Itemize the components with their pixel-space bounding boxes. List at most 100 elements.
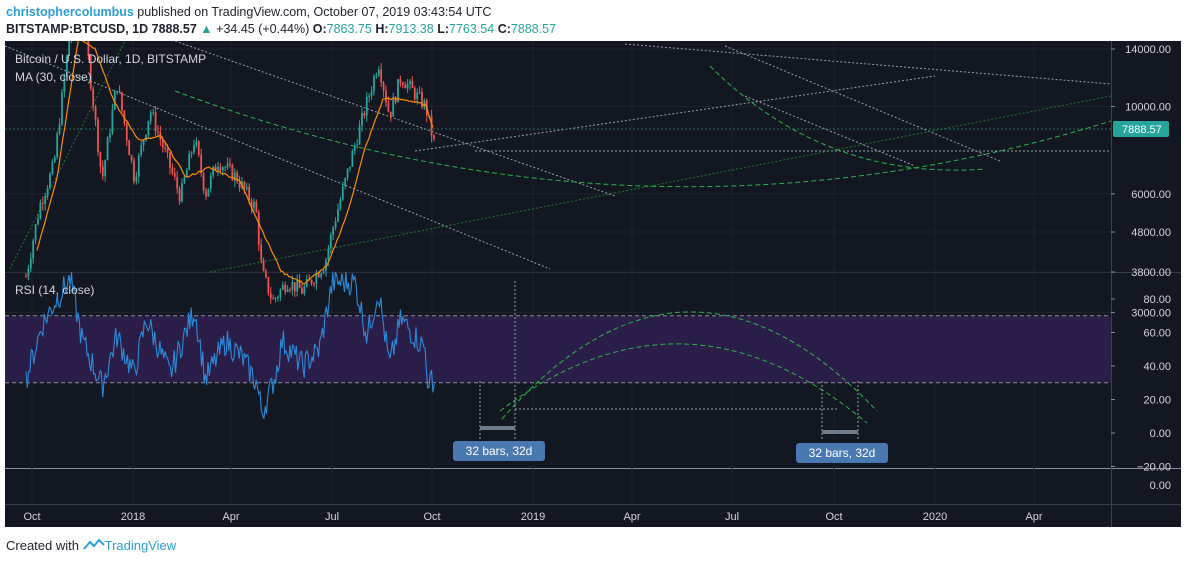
candle-body [207, 188, 210, 197]
candle-body [368, 95, 371, 97]
change-arrow-icon: ▲ [200, 22, 213, 36]
candle-body [29, 258, 32, 269]
candle-body [104, 160, 107, 177]
chart-canvas[interactable]: 14000.00 10000.00 6000.00 4800.00 3800.00 300… [5, 41, 1181, 527]
measure-label: 32 bars, 32d [809, 446, 876, 460]
candle-body [56, 133, 59, 158]
candle-body [380, 69, 383, 83]
candle-body [46, 187, 49, 196]
candle-body [358, 125, 361, 145]
candle-body [329, 234, 332, 249]
candle-body [310, 279, 313, 284]
high-value: 7913.38 [388, 22, 434, 36]
candle-body [202, 173, 205, 191]
candle-body [387, 102, 390, 112]
publish-line: christophercolumbus published on Trading… [6, 4, 556, 21]
triangle-lower-line [744, 95, 916, 167]
candle-body [190, 152, 193, 154]
candle-body [109, 133, 111, 138]
grid-lines [5, 41, 1111, 504]
upper-resistance-line [624, 43, 1112, 85]
price-tick-label: 4800.00 [1131, 227, 1171, 239]
candle-body [394, 97, 397, 103]
last-price-marker: 7888.57 [1113, 121, 1169, 137]
candle-body [404, 84, 407, 89]
candle-body [142, 140, 145, 146]
candle-body [248, 186, 251, 201]
time-tick-label: Oct [23, 511, 40, 523]
candle-body [421, 92, 423, 108]
candle-body [406, 83, 409, 89]
candle-body [313, 283, 315, 285]
candle-body [185, 169, 188, 178]
created-with-text: Created with [6, 538, 79, 553]
candle-body [272, 298, 275, 300]
price-tick-label: 14000.00 [1125, 44, 1171, 56]
time-tick-label: Jul [325, 511, 339, 523]
candle-body [269, 293, 272, 299]
candle-body [401, 82, 404, 85]
candle-body [370, 91, 373, 96]
candle-body [341, 186, 344, 200]
measure-badge[interactable] [453, 441, 545, 461]
price-tick-label: 3000.00 [1131, 307, 1171, 319]
candle-body [116, 90, 119, 92]
candle-body [39, 202, 42, 219]
range-measure-left[interactable]: 32 bars, 32d [453, 441, 545, 461]
candle-body [61, 92, 63, 125]
candle-body [409, 80, 411, 84]
ma-legend: MA (30, close) [15, 70, 92, 84]
publish-info: published on TradingView.com, October 07… [137, 5, 492, 19]
candle-body [346, 168, 349, 179]
candle-body [111, 109, 114, 134]
candle-body [92, 88, 95, 107]
candle-body [101, 166, 104, 177]
candle-body [169, 152, 171, 168]
candle-body [332, 227, 335, 235]
candle-body [176, 176, 179, 189]
candle-body [243, 181, 246, 189]
candle-body [334, 221, 337, 228]
chart-header: christophercolumbus published on Trading… [6, 4, 556, 38]
author-link[interactable]: christophercolumbus [6, 5, 134, 19]
change-value: +34.45 (+0.44%) [216, 22, 310, 36]
candle-body [200, 154, 203, 174]
tradingview-link[interactable]: TradingView [104, 538, 177, 553]
time-tick-label: Apr [1025, 511, 1042, 523]
candle-body [214, 166, 217, 171]
time-tick-label: Apr [222, 511, 239, 523]
trendline-drawings[interactable] [5, 41, 1112, 273]
price-tick-label: 3800.00 [1131, 267, 1171, 279]
rsi-arc-lower [499, 343, 868, 424]
candle-body [154, 112, 157, 132]
range-measure-right[interactable]: 32 bars, 32d [796, 443, 888, 463]
candle-body [147, 120, 150, 135]
time-tick-label: 2018 [121, 511, 145, 523]
candle-body [238, 181, 241, 188]
candle-body [226, 163, 229, 168]
rsi-drawings[interactable] [479, 281, 878, 441]
candle-body [195, 141, 198, 146]
candle-body [339, 199, 342, 210]
rsi-line [25, 271, 435, 419]
candle-body [411, 80, 414, 89]
candle-body [135, 176, 138, 182]
candle-body [382, 82, 385, 91]
candle-body [233, 172, 236, 181]
candle-body [188, 153, 191, 170]
time-tick-label: Oct [423, 511, 440, 523]
close-label: C: [497, 22, 511, 36]
measure-badge[interactable] [796, 443, 888, 463]
candle-body [385, 90, 387, 103]
candle-body [161, 139, 164, 148]
time-tick-label: Apr [623, 511, 640, 523]
candle-body [183, 177, 186, 183]
rsi-tick-label: 40.00 [1143, 361, 1171, 373]
candle-body [171, 167, 174, 173]
candle-body [149, 112, 152, 121]
candle-body [320, 273, 323, 278]
candle-body [351, 151, 354, 167]
candle-body [113, 91, 116, 110]
candle-body [193, 145, 195, 153]
candle-body [221, 167, 224, 171]
